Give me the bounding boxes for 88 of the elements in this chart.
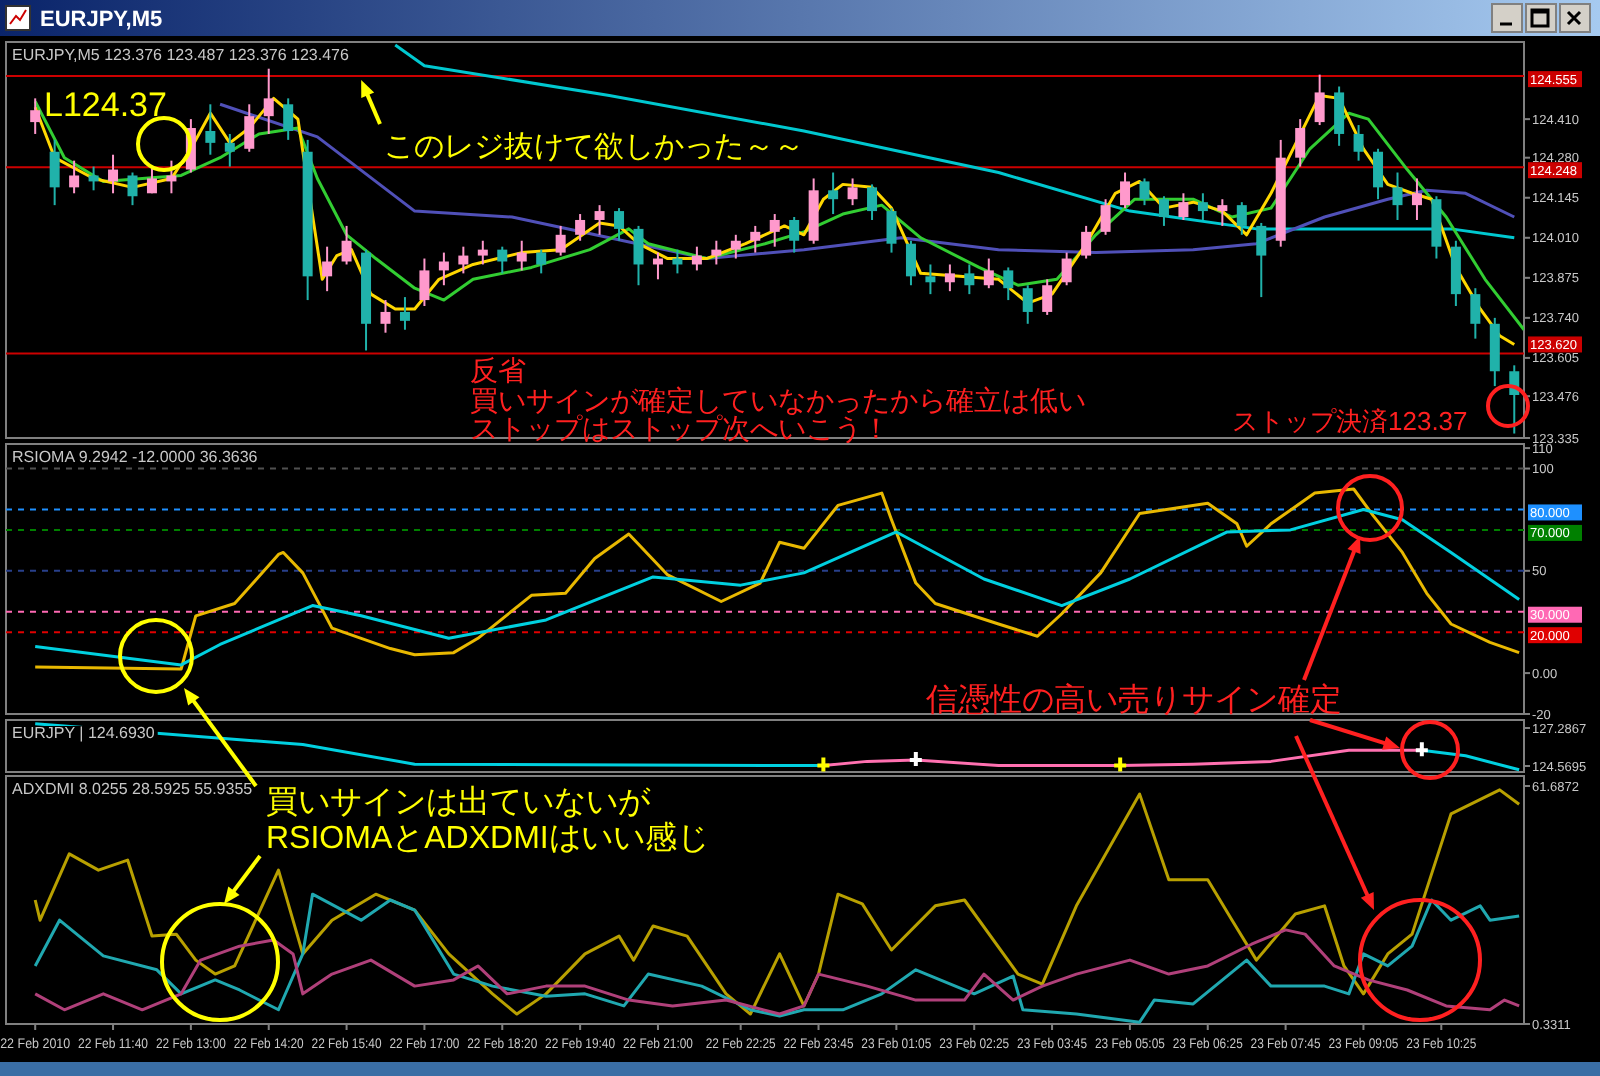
candlestick (30, 97, 41, 135)
candlestick (1392, 171, 1403, 221)
candlestick (341, 224, 352, 266)
candlestick (283, 97, 294, 141)
candlestick (1022, 284, 1033, 325)
candlestick (1081, 224, 1092, 260)
candlestick (730, 233, 741, 260)
candlestick (711, 239, 722, 266)
candlestick (477, 239, 488, 266)
line-series (218, 102, 1516, 261)
candlestick (438, 251, 449, 287)
candlestick (1314, 73, 1325, 127)
candlestick (1158, 195, 1169, 227)
candlestick (1217, 198, 1228, 227)
candlestick (419, 257, 430, 307)
annotation: ストップ決済123.37 (1232, 406, 1468, 436)
candlestick (614, 207, 625, 242)
candlestick (1236, 201, 1247, 236)
candlestick (1373, 147, 1384, 201)
candlestick (536, 248, 547, 275)
line-series (33, 928, 1521, 1016)
candlestick (1411, 177, 1422, 221)
chart-title: EURJPY | 124.6930 (12, 724, 156, 742)
candlestick (146, 165, 157, 195)
annotation: 反省 (470, 354, 526, 386)
candlestick (847, 177, 858, 207)
candlestick (244, 103, 255, 153)
candlestick (108, 153, 119, 195)
point (1112, 755, 1129, 772)
candlestick (867, 183, 878, 221)
candlestick (88, 165, 99, 192)
candlestick (905, 239, 916, 287)
candlestick (1100, 198, 1111, 236)
candlestick (886, 207, 897, 254)
candlestick (399, 296, 410, 331)
candlestick (205, 103, 216, 156)
candlestick (594, 204, 605, 236)
candlestick (166, 159, 177, 195)
annotation: 買いサインは出ていないが (266, 784, 652, 820)
candlestick (69, 159, 80, 195)
candlestick (263, 67, 274, 135)
candlestick (1489, 316, 1500, 388)
line-series (33, 892, 1521, 1024)
candlestick (224, 132, 235, 168)
candlestick (1061, 251, 1072, 287)
candlestick (789, 216, 800, 254)
candlestick (555, 224, 566, 257)
candlestick (1334, 85, 1345, 147)
candlestick (516, 239, 527, 272)
point (815, 755, 832, 772)
candlestick (750, 224, 761, 254)
annotation: RSIOMAとADXDMIはいい感じ (266, 820, 709, 856)
candlestick (983, 257, 994, 290)
candlestick (1197, 192, 1208, 221)
candlestick (1178, 192, 1189, 221)
candlestick (575, 213, 586, 242)
candlestick (944, 263, 955, 293)
annotation: このレジ抜けて欲しかった～～ (384, 130, 804, 164)
candlestick (769, 213, 780, 248)
annotation: L124.37 (44, 86, 167, 124)
candlestick (1139, 177, 1150, 207)
candlestick (1295, 118, 1306, 168)
candlestick (1256, 221, 1267, 299)
annotation: 信憑性の高い売りサイン確定 (926, 682, 1342, 718)
annotation: 買いサインが確定していなかったから確立は低い (470, 384, 1086, 416)
candlestick (1120, 171, 1131, 210)
annotation: ストップはストップ次へいこう！ (470, 412, 890, 444)
candlestick (1042, 278, 1053, 316)
candlestick (691, 245, 702, 272)
candlestick (458, 245, 469, 275)
chart-title: ADXDMI 8.0255 28.5925 55.9355 (12, 780, 254, 798)
chart-title: EURJPY,M5 (40, 8, 163, 32)
candlestick (49, 138, 60, 207)
candlestick (1450, 239, 1461, 307)
candlestick (322, 245, 333, 293)
candlestick (925, 263, 936, 296)
candlestick (1470, 287, 1481, 340)
candlestick (1353, 124, 1364, 162)
candlestick (1003, 266, 1014, 302)
candlestick (633, 224, 644, 287)
chart-subtitle: EURJPY,M5 123.376 123.487 123.376 123.476 (12, 46, 350, 64)
candlestick (497, 245, 508, 275)
candlestick (964, 263, 975, 296)
chart-title: RSIOMA 9.2942 -12.0000 36.3636 (12, 448, 259, 466)
candlestick (380, 299, 391, 334)
candlestick (1431, 195, 1442, 260)
candlestick (127, 171, 138, 207)
candlestick (828, 171, 839, 216)
